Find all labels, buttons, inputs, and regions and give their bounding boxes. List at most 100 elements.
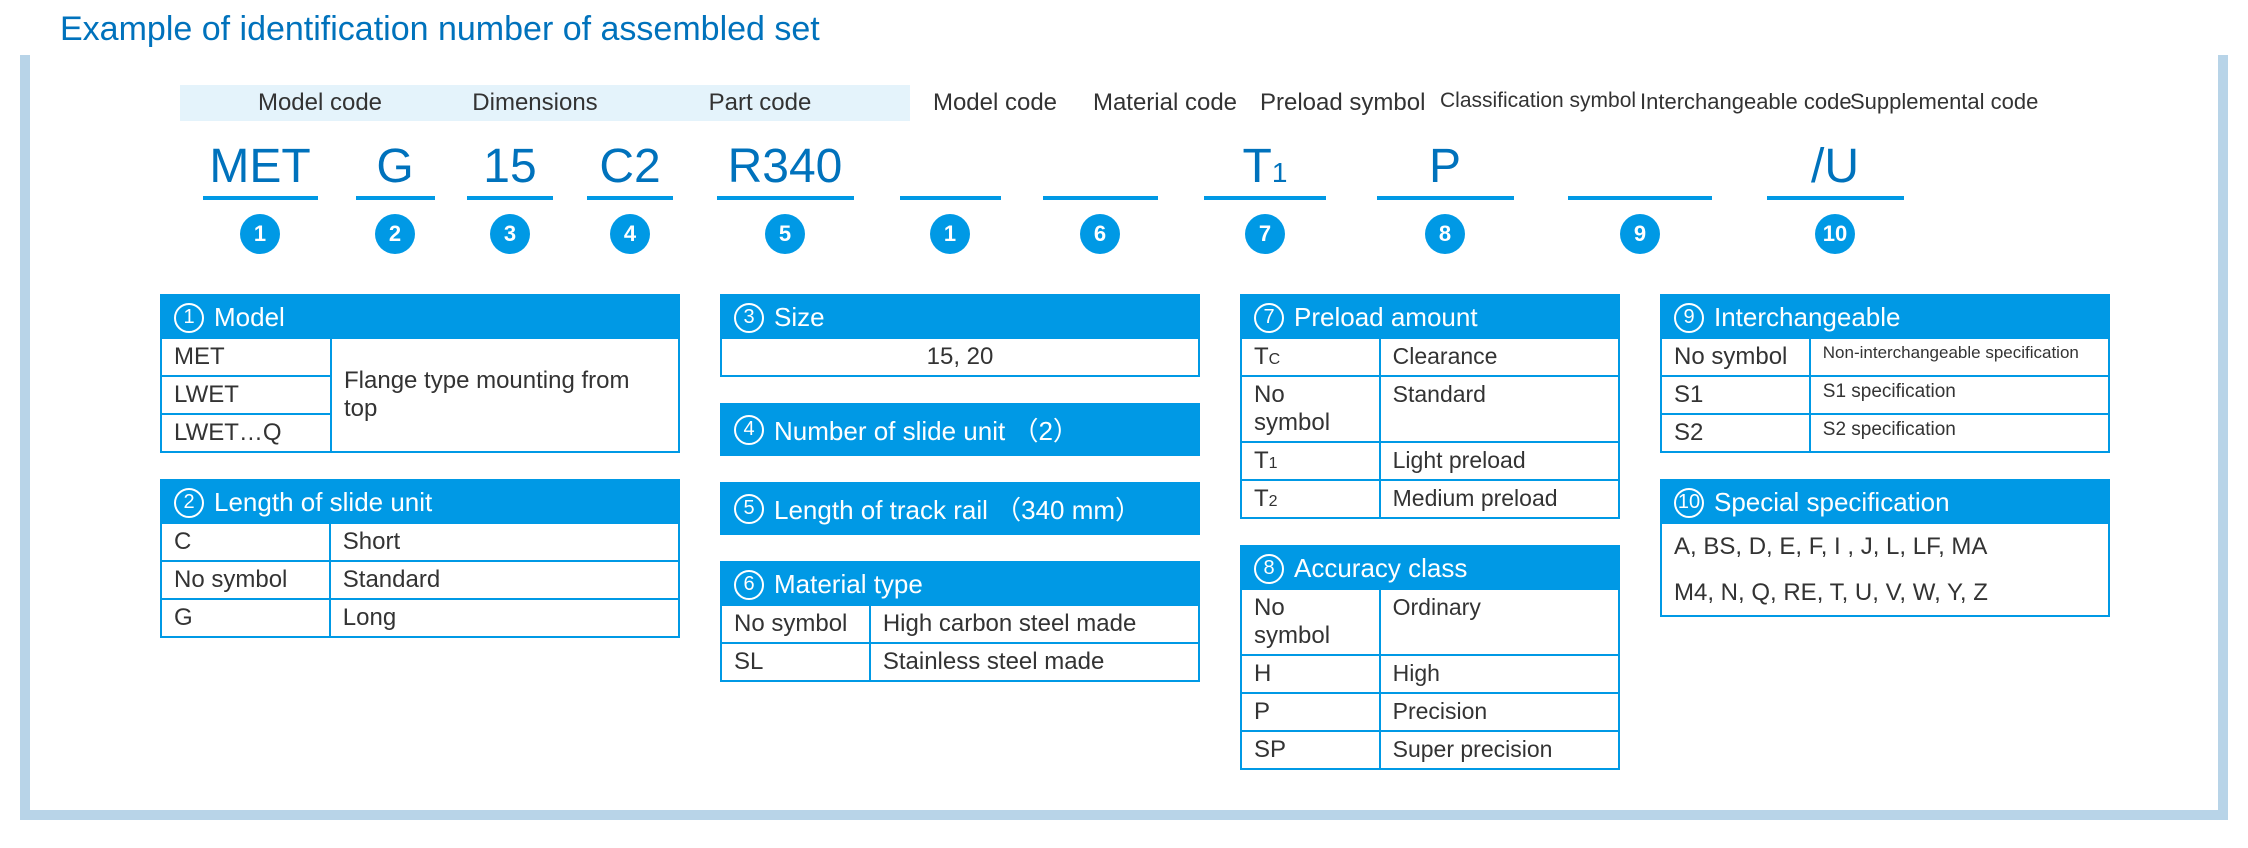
legend-table-header: 5Length of track rail （340 mm） bbox=[722, 484, 1198, 533]
legend-title: Preload amount bbox=[1294, 302, 1478, 333]
header-label: Preload symbol bbox=[1250, 85, 1430, 121]
badge-row: 123451678910 bbox=[180, 214, 2188, 254]
legend-title: Model bbox=[214, 302, 285, 333]
header-label: Dimensions bbox=[460, 85, 610, 121]
diagram-title: Example of identification number of asse… bbox=[0, 0, 2248, 55]
legend-index-icon: 9 bbox=[1674, 303, 1704, 333]
legend-cell: H bbox=[1242, 656, 1381, 692]
index-badge: 2 bbox=[375, 214, 415, 254]
legend-table: 6Material typeNo symbolHigh carbon steel… bbox=[720, 561, 1200, 682]
legend-table-body: No symbolOrdinaryHHighPPrecisionSPSuper … bbox=[1242, 590, 1618, 768]
code-slot: T1 bbox=[1180, 139, 1350, 200]
code-slot: R340 bbox=[690, 139, 880, 200]
code-slot bbox=[880, 139, 1020, 200]
legend-table-body: No symbolNon-interchangeable specificati… bbox=[1662, 339, 2108, 451]
code-slot: P bbox=[1350, 139, 1540, 200]
code-value: T1 bbox=[1243, 139, 1288, 194]
legend-title: Material type bbox=[774, 569, 923, 600]
code-value: R340 bbox=[728, 139, 843, 194]
header-label: Model code bbox=[180, 85, 460, 121]
legend-table-body: No symbolHigh carbon steel madeSLStainle… bbox=[722, 606, 1198, 680]
header-label: Material code bbox=[1080, 85, 1250, 121]
legend-table: 10 Special specification A, BS, D, E, F, I… bbox=[1660, 479, 2110, 617]
code-slot: 15 bbox=[450, 139, 570, 200]
legend-table-header: 8 Accuracy class bbox=[1242, 547, 1618, 590]
tables-col-1: 1ModelMETLWETLWET…QFlange type mounting … bbox=[160, 294, 680, 770]
legend-cell: 15, 20 bbox=[722, 339, 1198, 375]
legend-cell: No symbol bbox=[1242, 590, 1381, 654]
legend-table-body: 15, 20 bbox=[722, 339, 1198, 375]
legend-title: Special specification bbox=[1714, 487, 1950, 518]
code-slot: C2 bbox=[570, 139, 690, 200]
legend-cell: S2 specification bbox=[1811, 415, 2108, 451]
code-underline bbox=[1767, 196, 1904, 200]
legend-table-body: A, BS, D, E, F, I , J, L, LF, MAM4, N, Q… bbox=[1662, 524, 2108, 615]
legend-note-line: M4, N, Q, RE, T, U, V, W, Y, Z bbox=[1662, 570, 2108, 616]
legend-table: 5Length of track rail （340 mm） bbox=[720, 482, 1200, 535]
code-value: P bbox=[1429, 139, 1461, 194]
legend-cell: T1 bbox=[1242, 443, 1381, 479]
index-badge: 8 bbox=[1425, 214, 1465, 254]
legend-table-header: 9Interchangeable bbox=[1662, 296, 2108, 339]
legend-cell: S1 specification bbox=[1811, 377, 2108, 413]
legend-cell: S2 bbox=[1662, 415, 1811, 451]
legend-index-icon: 7 bbox=[1254, 303, 1284, 333]
code-slot bbox=[1540, 139, 1740, 200]
code-underline bbox=[203, 196, 318, 200]
legend-cell: Non-interchangeable specification bbox=[1811, 339, 2108, 375]
legend-table-body: METLWETLWET…QFlange type mounting from t… bbox=[162, 339, 678, 451]
legend-title: Accuracy class bbox=[1294, 553, 1467, 584]
code-value: G bbox=[376, 139, 413, 194]
legend-table: 9InterchangeableNo symbolNon-interchange… bbox=[1660, 294, 2110, 453]
index-badge: 4 bbox=[610, 214, 650, 254]
legend-cell: S1 bbox=[1662, 377, 1811, 413]
legend-cell: Flange type mounting from top bbox=[332, 339, 678, 451]
legend-cell: No symbol bbox=[1242, 377, 1381, 441]
legend-cell: No symbol bbox=[162, 562, 331, 598]
code-value: C2 bbox=[599, 139, 660, 194]
index-badge: 1 bbox=[930, 214, 970, 254]
legend-table-header: 2Length of slide unit bbox=[162, 481, 678, 524]
legend-index-icon: 10 bbox=[1674, 488, 1704, 518]
legend-table-header: 1Model bbox=[162, 296, 678, 339]
tables-col-3: 7Preload amountTCClearanceNo symbolStand… bbox=[1240, 294, 1620, 770]
header-label: Supplemental code bbox=[1840, 85, 2040, 121]
legend-cell: Long bbox=[331, 600, 678, 636]
legend-title: Length of track rail （340 mm） bbox=[774, 490, 1141, 527]
legend-cell: MET bbox=[162, 339, 330, 375]
legend-cell: P bbox=[1242, 694, 1381, 730]
legend-cell: SP bbox=[1242, 732, 1381, 768]
legend-note-line: A, BS, D, E, F, I , J, L, LF, MA bbox=[1662, 524, 2108, 570]
legend-table-header: 4Number of slide unit （2） bbox=[722, 405, 1198, 454]
code-underline bbox=[356, 196, 435, 200]
legend-table: 2Length of slide unitCShortNo symbolStan… bbox=[160, 479, 680, 638]
code-underline bbox=[587, 196, 673, 200]
index-badge: 6 bbox=[1080, 214, 1120, 254]
legend-index-icon: 8 bbox=[1254, 554, 1284, 584]
code-underline bbox=[1043, 196, 1158, 200]
tables-area: 1ModelMETLWETLWET…QFlange type mounting … bbox=[160, 294, 2188, 770]
index-badge: 3 bbox=[490, 214, 530, 254]
code-value bbox=[1633, 139, 1646, 194]
code-slot: MET bbox=[180, 139, 340, 200]
legend-cell: Short bbox=[331, 524, 678, 560]
code-value bbox=[943, 139, 956, 194]
legend-table: 1ModelMETLWETLWET…QFlange type mounting … bbox=[160, 294, 680, 453]
legend-cell: Stainless steel made bbox=[871, 644, 1198, 680]
legend-cell: Clearance bbox=[1381, 339, 1618, 375]
tables-col-4: 9InterchangeableNo symbolNon-interchange… bbox=[1660, 294, 2110, 770]
legend-cell: No symbol bbox=[1662, 339, 1811, 375]
header-label: Part code bbox=[610, 85, 910, 121]
diagram-frame: Model codeDimensionsPart codeModel codeM… bbox=[20, 55, 2228, 820]
header-label: Classification symbol bbox=[1430, 85, 1630, 121]
code-slot bbox=[1020, 139, 1180, 200]
legend-cell: TC bbox=[1242, 339, 1381, 375]
legend-index-icon: 3 bbox=[734, 303, 764, 333]
legend-cell: Standard bbox=[331, 562, 678, 598]
legend-index-icon: 2 bbox=[174, 488, 204, 518]
legend-cell: High bbox=[1381, 656, 1618, 692]
legend-cell: G bbox=[162, 600, 331, 636]
legend-cell: Standard bbox=[1381, 377, 1618, 441]
legend-cell: SL bbox=[722, 644, 871, 680]
diagram-root: Example of identification number of asse… bbox=[0, 0, 2248, 820]
